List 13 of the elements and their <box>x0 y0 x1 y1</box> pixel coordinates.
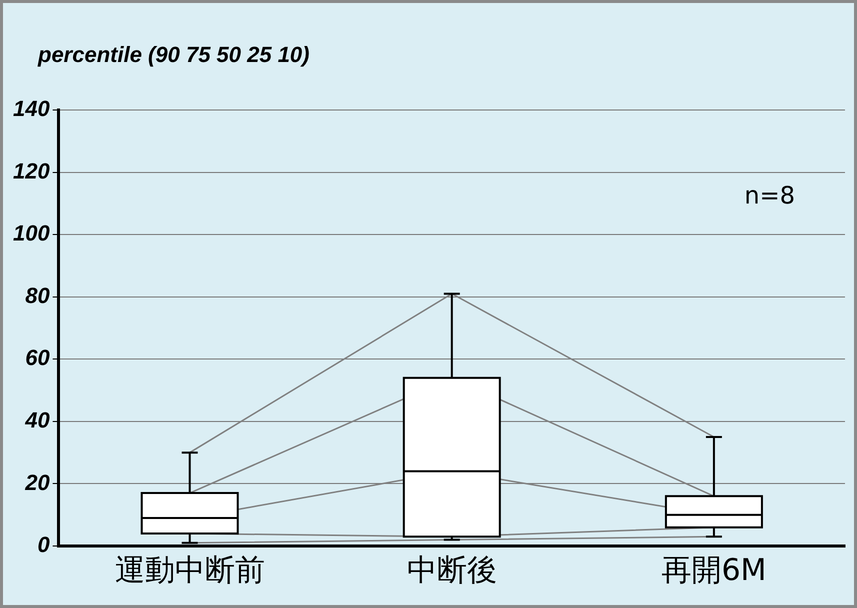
x-tick-label: 再開6M <box>661 552 766 588</box>
annotation: n=8 <box>744 181 795 210</box>
y-tick-label: 0 <box>37 532 50 558</box>
y-tick-label: 20 <box>24 470 50 495</box>
y-tick-label: 40 <box>24 407 50 432</box>
x-tick-label: 中断後 <box>406 552 497 588</box>
x-tick-label: 運動中断前 <box>114 552 265 588</box>
y-tick-label: 120 <box>12 158 50 184</box>
y-tick-label: 100 <box>12 220 50 246</box>
y-tick-label: 60 <box>25 345 50 370</box>
y-tick-label: 80 <box>25 282 50 308</box>
y-tick-label: 140 <box>12 96 50 122</box>
chart-title: percentile (90 75 50 25 10) <box>38 42 310 68</box>
